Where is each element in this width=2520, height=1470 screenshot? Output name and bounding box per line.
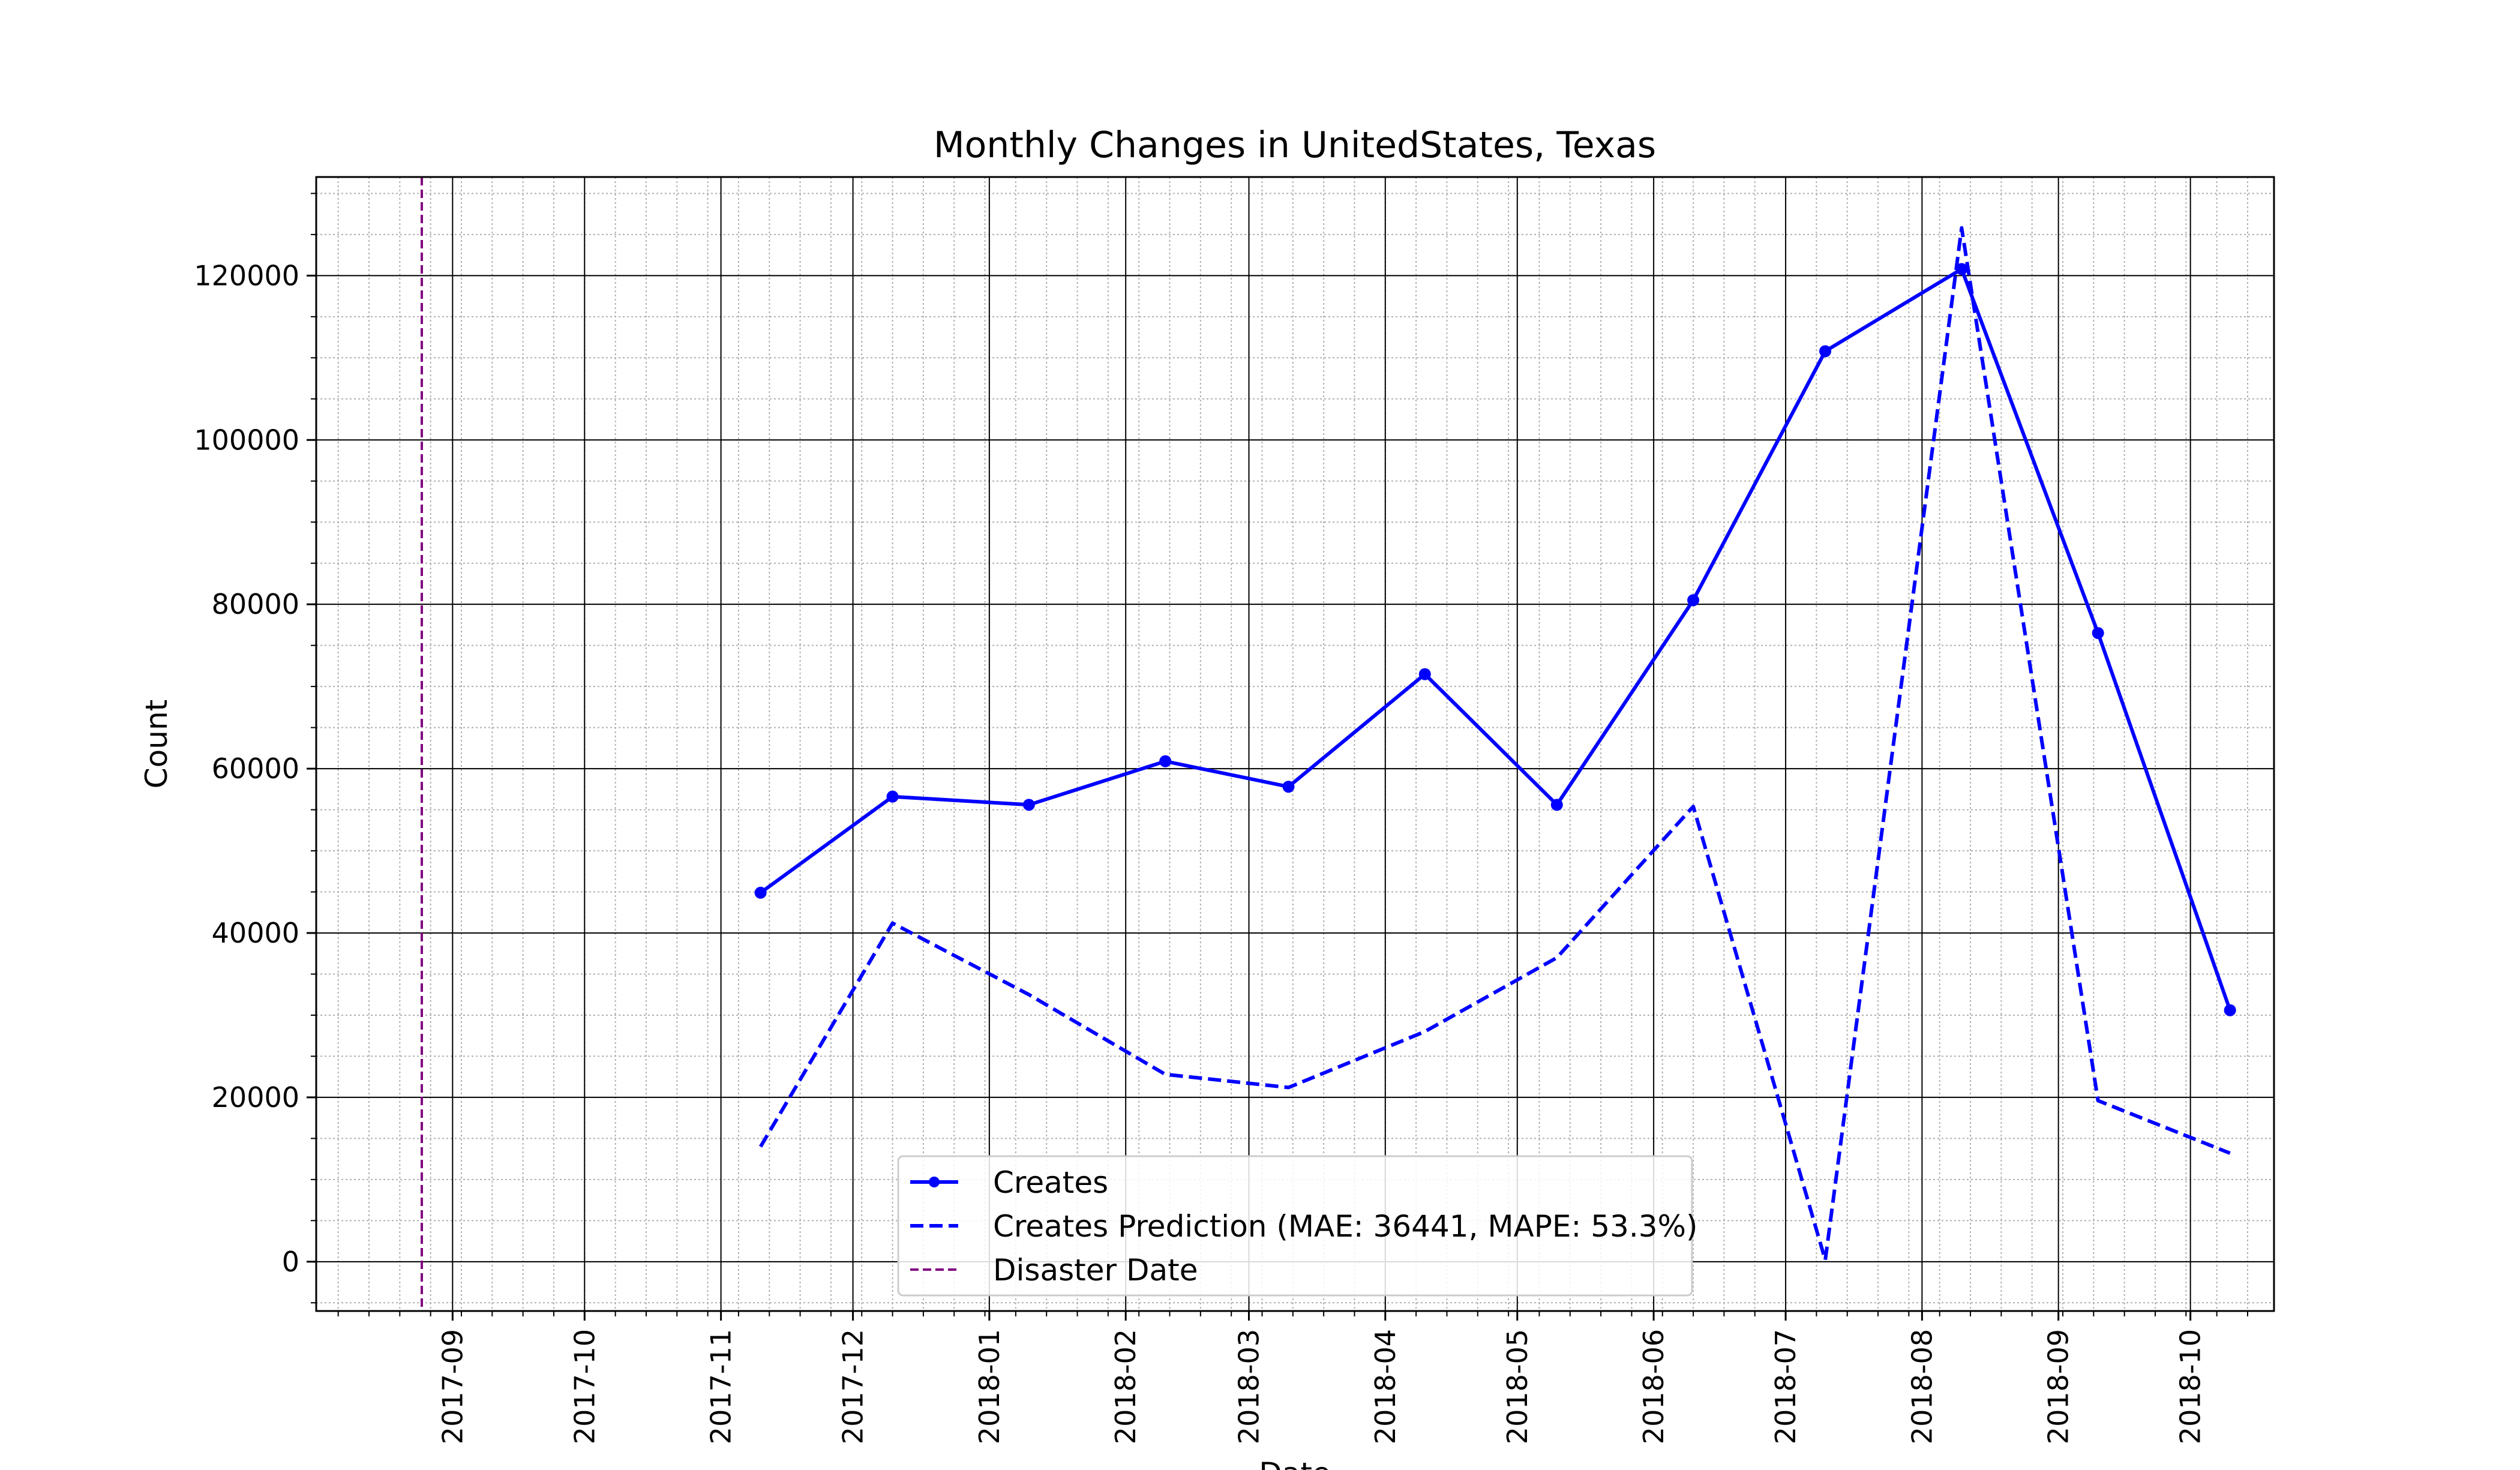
y-tick-label: 100000 bbox=[194, 424, 299, 456]
creates-point bbox=[1819, 345, 1832, 358]
creates-point bbox=[1955, 263, 1968, 275]
creates-point bbox=[754, 886, 767, 899]
x-tick-label: 2018-09 bbox=[2042, 1329, 2075, 1444]
x-tick-label: 2017-12 bbox=[837, 1329, 869, 1444]
legend: Creates Creates Prediction (MAE: 36441, … bbox=[897, 1155, 1698, 1297]
x-tick-label: 2018-02 bbox=[1109, 1329, 1142, 1444]
legend-label-prediction: Creates Prediction (MAE: 36441, MAPE: 53… bbox=[993, 1209, 1698, 1244]
x-tick-label: 2017-09 bbox=[436, 1329, 469, 1444]
creates-line bbox=[759, 267, 2232, 1011]
y-tick-label: 20000 bbox=[212, 1081, 299, 1114]
legend-box bbox=[897, 1155, 1693, 1297]
creates-point bbox=[1687, 594, 1700, 607]
x-tick-label: 2018-10 bbox=[2174, 1329, 2207, 1444]
y-axis-title: Count bbox=[139, 700, 174, 789]
y-tick-label: 80000 bbox=[212, 588, 299, 620]
x-tick-label: 2017-11 bbox=[705, 1329, 737, 1444]
creates-point bbox=[886, 790, 899, 803]
y-tick-label: 60000 bbox=[212, 752, 299, 785]
creates-point bbox=[1022, 799, 1035, 811]
axis-tick-labels: 2017-09 2017-10 2017-11 2017-12 2018-01 2018-… bbox=[194, 259, 2206, 1444]
creates-point bbox=[1159, 755, 1172, 767]
x-tick-label: 2018-04 bbox=[1369, 1329, 1402, 1444]
creates-point bbox=[2092, 627, 2104, 640]
prediction-line bbox=[759, 226, 2231, 1262]
creates-point bbox=[1282, 781, 1295, 793]
creates-point bbox=[1550, 799, 1563, 811]
x-tick-label: 2018-05 bbox=[1501, 1329, 1534, 1444]
data-series bbox=[754, 226, 2236, 1262]
x-tick-label: 2018-08 bbox=[1906, 1329, 1938, 1444]
plot-frame bbox=[315, 176, 2275, 1312]
y-tick-label: 40000 bbox=[212, 917, 299, 949]
chart-title: Monthly Changes in UnitedStates, Texas bbox=[934, 124, 1656, 166]
legend-label-disaster: Disaster Date bbox=[993, 1253, 1198, 1288]
creates-point bbox=[1418, 668, 1431, 680]
legend-marker-creates bbox=[929, 1177, 940, 1187]
x-tick-label: 2018-01 bbox=[973, 1329, 1006, 1444]
y-tick-label: 120000 bbox=[194, 259, 299, 292]
x-tick-label: 2018-07 bbox=[1769, 1329, 1802, 1444]
axis-ticks bbox=[307, 193, 2249, 1321]
x-tick-label: 2018-03 bbox=[1233, 1329, 1265, 1444]
x-tick-label: 2018-06 bbox=[1637, 1329, 1670, 1444]
creates-point bbox=[2224, 1004, 2236, 1016]
x-tick-label: 2017-10 bbox=[568, 1329, 601, 1444]
legend-label-creates: Creates bbox=[993, 1165, 1108, 1200]
x-axis-title: Date bbox=[1259, 1456, 1331, 1470]
y-tick-label: 0 bbox=[282, 1246, 299, 1278]
